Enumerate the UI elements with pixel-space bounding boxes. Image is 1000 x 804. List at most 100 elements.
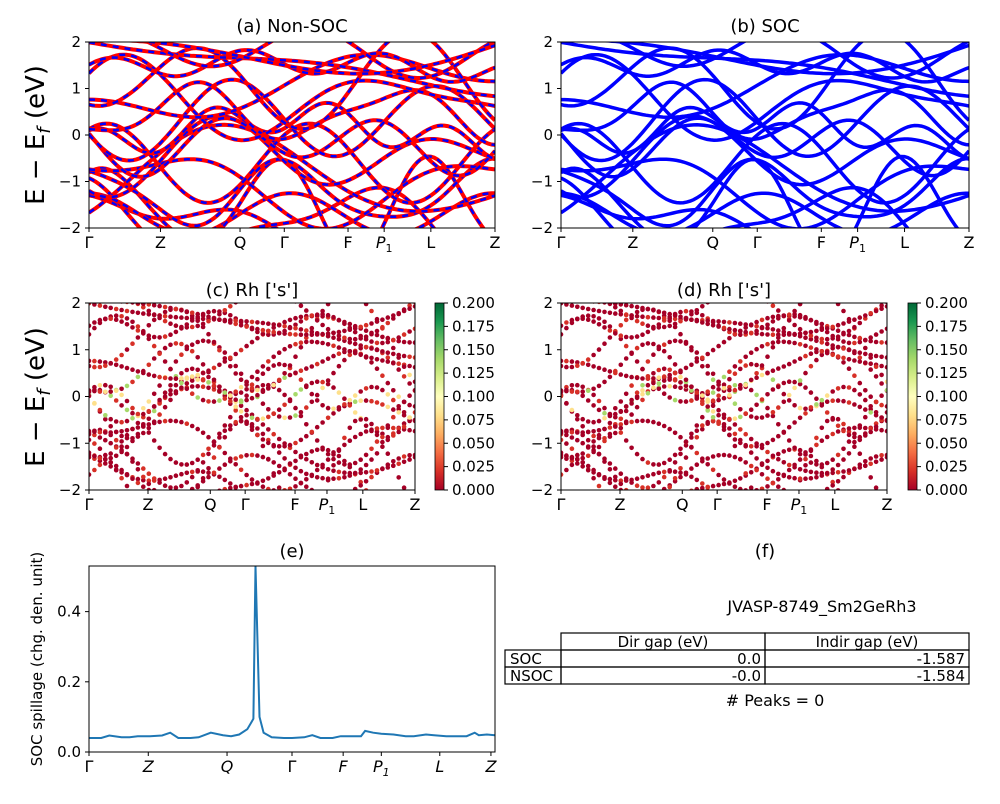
projection-point xyxy=(228,355,233,361)
projection-point xyxy=(325,331,331,336)
projection-point xyxy=(347,462,353,467)
projection-point xyxy=(722,498,727,503)
projection-point xyxy=(325,342,331,347)
projection-point xyxy=(846,432,852,438)
projection-point xyxy=(309,487,315,490)
projection-point xyxy=(249,427,255,433)
projection-point xyxy=(721,481,727,487)
projection-point xyxy=(266,476,271,481)
soc-band-9 xyxy=(561,116,969,179)
projection-point xyxy=(396,338,402,344)
projection-point xyxy=(157,401,162,406)
colorbar-d-tick-2: 0.150 xyxy=(925,341,968,359)
projection-point xyxy=(309,339,315,345)
projection-point xyxy=(857,380,863,386)
projection-point xyxy=(282,498,287,503)
projection-point xyxy=(168,305,173,311)
projection-point xyxy=(738,486,743,490)
projection-point xyxy=(564,441,569,446)
projection-point xyxy=(803,452,808,457)
projection-point xyxy=(830,467,835,472)
projection-point xyxy=(331,353,336,359)
projection-point xyxy=(884,355,887,360)
projection-point xyxy=(857,339,863,345)
projection-point xyxy=(561,388,564,393)
projection-point xyxy=(803,335,808,341)
projection-point xyxy=(282,444,287,449)
projection-point xyxy=(233,484,238,490)
projection-point xyxy=(879,303,884,308)
projection-point xyxy=(363,423,369,429)
projection-point xyxy=(260,401,266,407)
projection-point xyxy=(683,455,689,460)
projection-point xyxy=(656,470,662,476)
projection-point xyxy=(678,399,683,404)
table-row-soc-indir: -1.587 xyxy=(917,650,965,668)
projection-point xyxy=(103,363,108,369)
projection-point xyxy=(200,460,206,465)
projection-point xyxy=(705,321,710,327)
projection-point xyxy=(809,293,814,298)
projection-point xyxy=(184,375,190,381)
projection-point xyxy=(863,360,868,366)
projection-point xyxy=(89,472,92,477)
projection-point xyxy=(808,329,814,335)
projection-point xyxy=(413,533,418,538)
projection-point xyxy=(168,418,173,424)
projection-point xyxy=(347,336,353,342)
projection-point xyxy=(569,435,575,440)
projection-point xyxy=(108,440,113,446)
projection-point xyxy=(358,467,364,472)
projection-point xyxy=(238,398,244,404)
projection-point xyxy=(710,371,716,377)
projection-point xyxy=(770,413,776,419)
projection-point xyxy=(113,398,119,403)
projection-point xyxy=(298,319,304,324)
projection-point xyxy=(705,363,710,369)
projection-point xyxy=(260,478,266,484)
projection-point xyxy=(325,447,331,453)
projection-point xyxy=(331,296,336,301)
projection-point xyxy=(575,363,580,369)
projection-point xyxy=(569,407,575,413)
projection-point xyxy=(113,317,119,323)
projection-point xyxy=(634,345,640,351)
projection-point xyxy=(738,427,743,432)
table-row-soc-dir: 0.0 xyxy=(737,650,761,668)
projection-point xyxy=(162,313,168,319)
projection-point xyxy=(276,330,282,336)
projection-point xyxy=(222,435,228,440)
projection-point xyxy=(792,420,797,425)
projection-point xyxy=(580,460,585,465)
projection-point xyxy=(661,384,667,389)
projection-point xyxy=(287,372,293,378)
projection-point xyxy=(841,521,846,526)
projection-point xyxy=(748,450,754,455)
projection-point xyxy=(732,387,738,393)
projection-point xyxy=(759,317,765,323)
projection-point xyxy=(195,468,200,473)
table-caption: JVASP-8749_Sm2GeRh3 xyxy=(726,597,916,617)
projection-point xyxy=(694,356,700,361)
projection-point xyxy=(835,423,841,429)
projection-point xyxy=(770,368,776,374)
projection-point xyxy=(347,470,353,476)
projection-point xyxy=(678,309,683,315)
projection-point xyxy=(358,457,364,463)
projection-point xyxy=(89,358,92,364)
projection-point xyxy=(748,436,754,442)
projection-point xyxy=(260,387,266,393)
projection-point xyxy=(830,336,835,341)
projection-point xyxy=(369,398,374,404)
projection-point xyxy=(130,426,135,432)
projection-point xyxy=(640,388,645,393)
projection-point xyxy=(162,451,168,457)
projection-point xyxy=(596,308,602,314)
projection-point xyxy=(352,460,358,466)
projection-point xyxy=(228,304,233,309)
projection-point xyxy=(369,521,374,526)
nsoc-band-11 xyxy=(89,77,495,163)
projection-point xyxy=(852,431,857,437)
projection-point xyxy=(570,295,575,300)
projection-point xyxy=(103,461,108,466)
